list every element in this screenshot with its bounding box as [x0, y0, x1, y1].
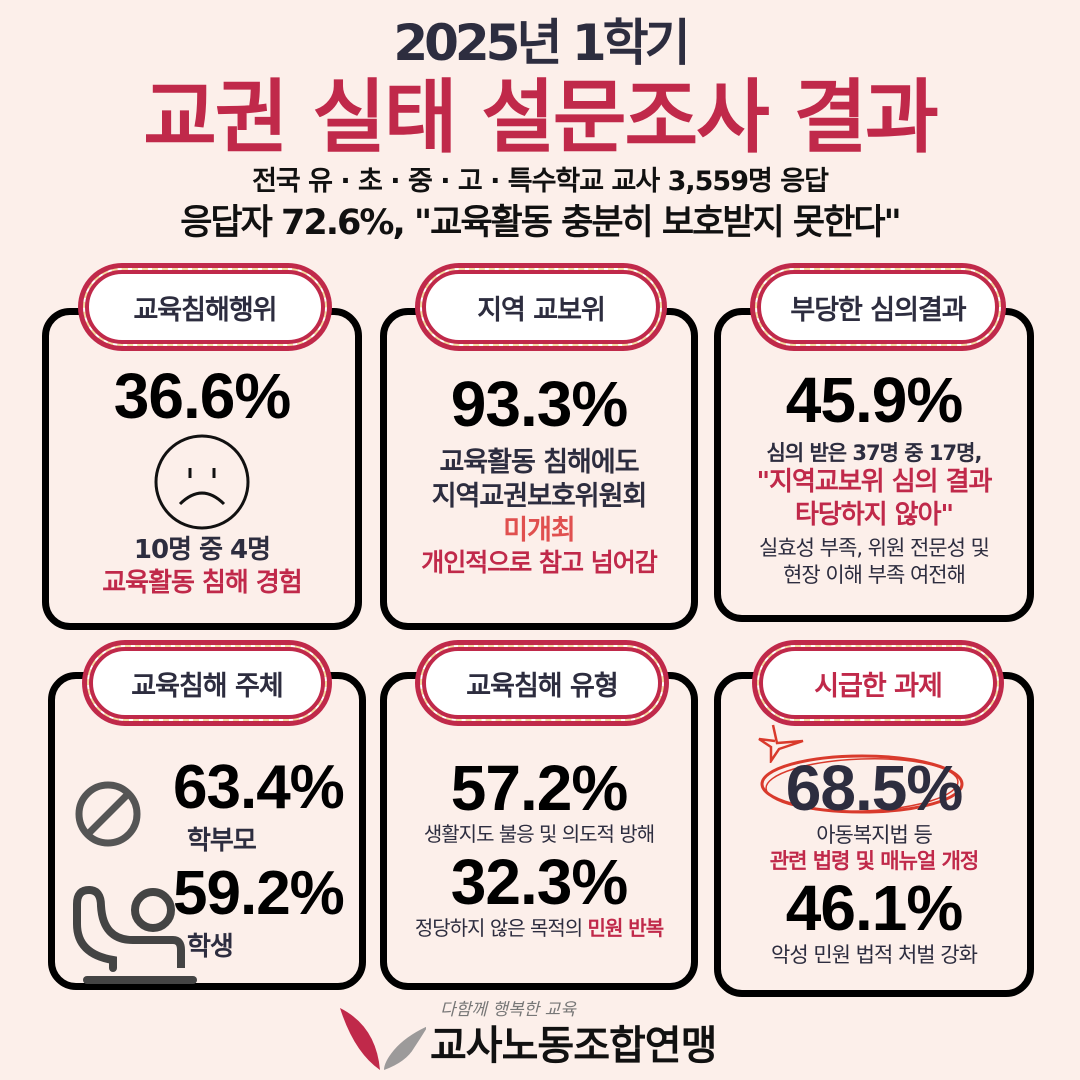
label-pill: 교육침해 주체 [82, 640, 332, 726]
year-term: 2025년 1학기 [393, 14, 690, 72]
stat-caption: 실효성 부족, 위원 전문성 및 [759, 536, 990, 561]
label-text: 지역 교보위 [420, 268, 662, 346]
label-text: 교육침해행위 [83, 268, 327, 346]
stat-caption: 생활지도 불응 및 의도적 방해 [423, 822, 655, 847]
stat-caption-highlight: 민원 반복 [587, 916, 665, 941]
org-name: 교사노동조합연맹 [430, 1023, 717, 1069]
stat-caption: 악성 민원 법적 처벌 강화 [771, 942, 978, 967]
stat-caption: 학생 [187, 932, 234, 962]
stat-caption-highlight: 관련 법령 및 매뉴얼 개정 [769, 849, 979, 874]
label-text: 부당한 심의결과 [755, 268, 1001, 346]
stat-caption: 10명 중 4명 [133, 535, 271, 566]
label-pill: 시급한 과제 [752, 640, 1004, 726]
stat-value: 36.6% [113, 360, 291, 432]
card-infringement: 36.6% 10명 중 4명 교육활동 침해 경험 [42, 308, 362, 630]
label-text: 교육침해 주체 [87, 645, 327, 721]
stat-caption: 학부모 [187, 826, 257, 856]
stat-caption: 교육활동 침해에도 [439, 447, 639, 479]
stat-caption: 아동복지법 등 [816, 823, 933, 848]
stat-value: 45.9% [785, 364, 963, 436]
stat-value: 32.3% [450, 846, 628, 919]
slogan: 다함께 행복한 교육 [440, 1000, 576, 1020]
stat-caption-highlight: 타당하지 않아" [794, 499, 954, 530]
sad-face-icon [154, 434, 250, 530]
stat-value: 68.5% [785, 752, 963, 824]
label-pill: 교육침해 유형 [415, 640, 669, 726]
stat-caption-highlight: 교육활동 침해 경험 [102, 567, 302, 598]
card-unfair-result: 45.9% 심의 받은 37명 중 17명, "지역교보위 심의 결과 타당하지… [714, 308, 1034, 622]
stat-caption: 지역교권보호위원회 [431, 480, 648, 512]
stat-value-students: 59.2% [173, 859, 345, 928]
stat-caption: 현장 이해 부족 여전해 [783, 562, 966, 587]
stat-caption-highlight: "지역교보위 심의 결과 [756, 467, 993, 498]
subtitle: 전국 유 · 초 · 중 · 고 · 특수학교 교사 3,559명 응답 [252, 166, 829, 197]
person-raising-hand-icon [73, 886, 197, 984]
star-doodle-icon [758, 724, 804, 763]
card-local-committee: 93.3% 교육활동 침해에도 지역교권보호위원회 미개최 개인적으로 참고 넘… [380, 308, 698, 630]
label-pill: 지역 교보위 [415, 263, 667, 351]
union-logo-icon [340, 1008, 426, 1070]
page-title: 교권 실태 설문조사 결과 [143, 71, 939, 164]
label-text: 교육침해 유형 [420, 645, 664, 721]
stat-caption-highlight: 개인적으로 참고 넘어감 [421, 548, 657, 578]
label-pill: 교육침해행위 [78, 263, 332, 351]
stat-caption-highlight: 미개최 [503, 514, 576, 546]
headline: 응답자 72.6%, "교육활동 충분히 보호받지 못한다" [180, 203, 902, 243]
prohibited-icon [75, 781, 141, 847]
stat-value: 46.1% [785, 871, 963, 944]
label-pill: 부당한 심의결과 [750, 263, 1006, 351]
label-text: 시급한 과제 [757, 645, 999, 721]
stat-value: 93.3% [450, 368, 628, 440]
stat-caption: 정당하지 않은 목적의 [414, 916, 588, 941]
stat-caption: 심의 받은 37명 중 17명, [766, 441, 983, 466]
circle-highlight-scribble [760, 754, 964, 814]
stat-value-parents: 63.4% [173, 753, 345, 822]
card-urgent-tasks: 68.5% 아동복지법 등 관련 법령 및 매뉴얼 개정 46.1% 악성 민원… [714, 672, 1034, 997]
stat-value: 57.2% [450, 752, 628, 824]
